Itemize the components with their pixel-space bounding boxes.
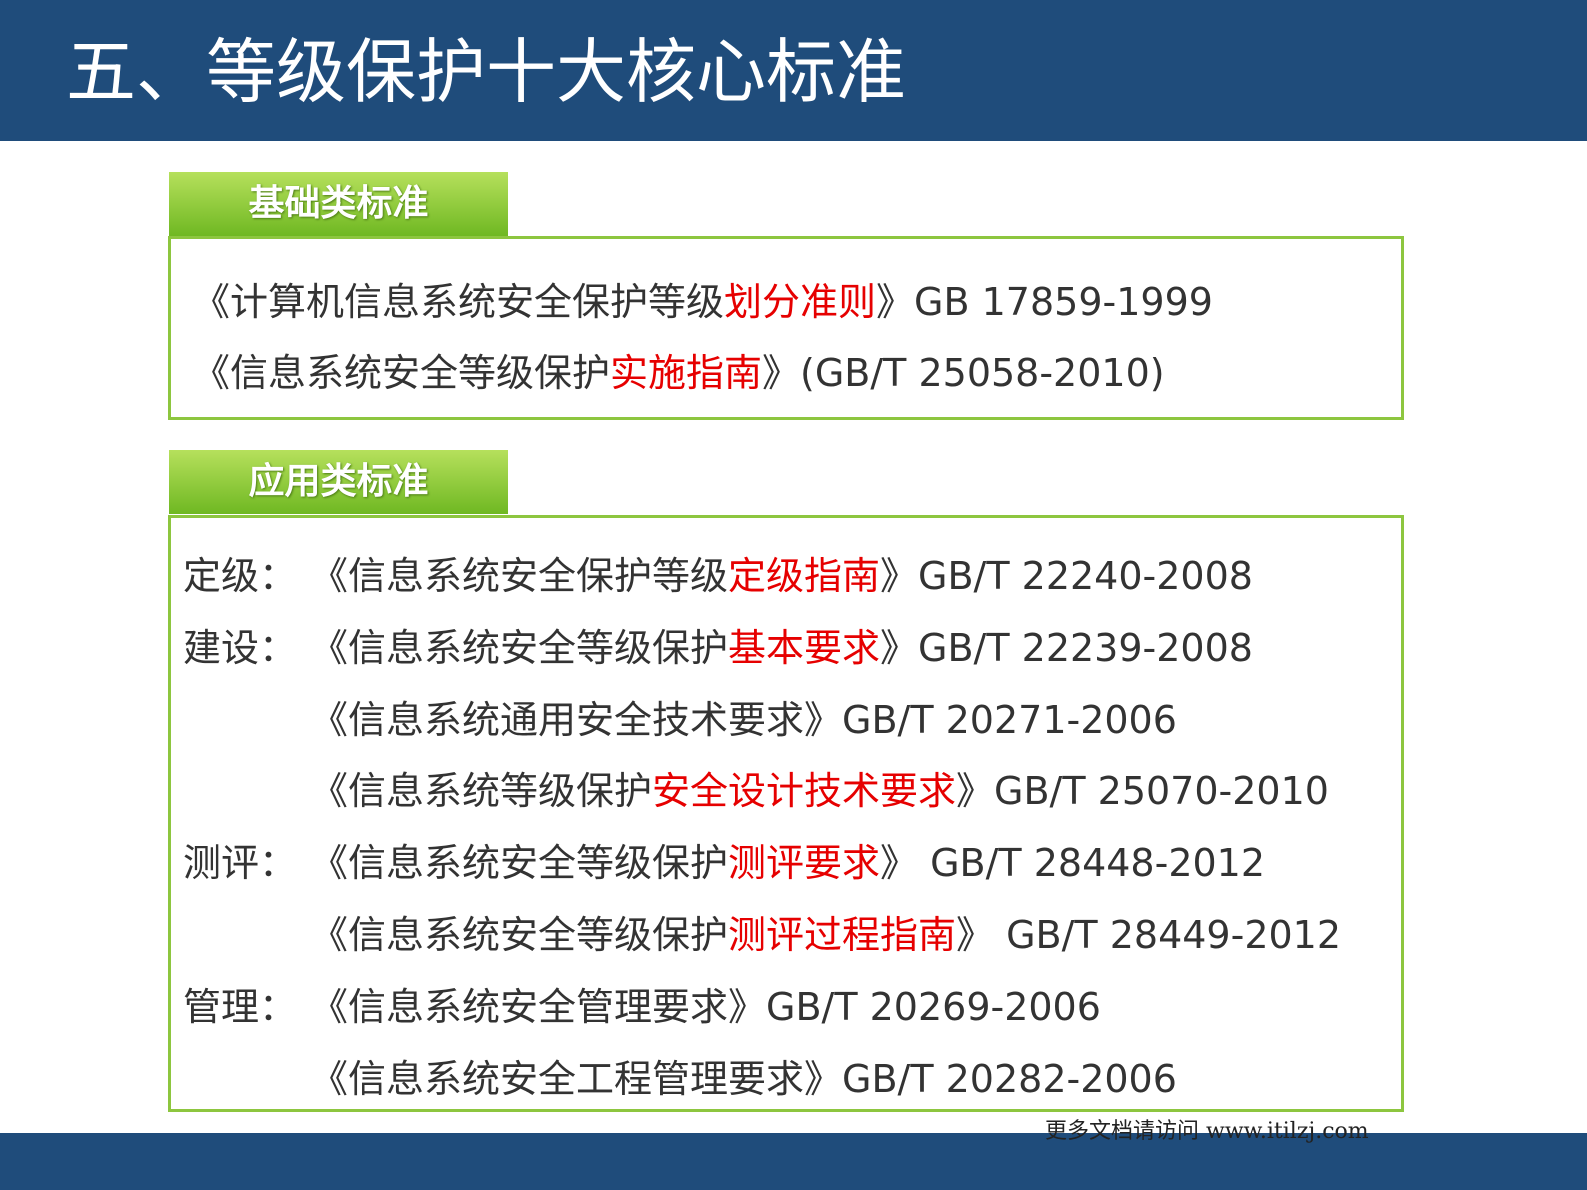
line-segment: 》GB 17859-1999 [876, 280, 1213, 324]
line-segment: 《信息系统安全等级保护 [310, 626, 729, 670]
line-segment: 》 GB/T 28449-2012 [956, 913, 1342, 957]
header-band [0, 0, 1587, 141]
line-segment: 《信息系统等级保护 [310, 769, 653, 813]
line-segment: 》GB/T 22239-2008 [880, 626, 1253, 670]
standard-line: 《计算机信息系统安全保护等级划分准则》GB 17859-1999 [192, 276, 1213, 328]
section-box [168, 515, 1404, 1112]
line-segment: 《信息系统安全等级保护 [310, 913, 729, 957]
footer-text: 更多文档请访问 www.itilzj.com [1045, 1119, 1369, 1144]
line-segment: 》(GB/T 25058-2010) [762, 351, 1165, 395]
line-segment: 《信息系统安全等级保护 [192, 351, 611, 395]
standard-line: 《信息系统安全保护等级定级指南》GB/T 22240-2008 [310, 550, 1253, 602]
line-prefix: 管理： [183, 985, 298, 1029]
line-segment: 《信息系统安全等级保护 [310, 841, 729, 885]
line-segment: 《信息系统安全保护等级 [310, 554, 729, 598]
footer-band [0, 1133, 1587, 1190]
line-prefix: 建设： [183, 626, 298, 670]
line-segment: 划分准则 [724, 280, 877, 324]
standard-line: 《信息系统安全等级保护测评要求》 GB/T 28448-2012 [310, 837, 1265, 889]
standard-line: 《信息系统安全等级保护实施指南》(GB/T 25058-2010) [192, 347, 1165, 399]
line-segment: 《信息系统安全工程管理要求》GB/T 20282-2006 [310, 1057, 1177, 1101]
line-segment: 测评过程指南 [728, 913, 957, 957]
line-prefix: 定级： [183, 554, 298, 598]
line-segment: 《信息系统安全管理要求》GB/T 20269-2006 [310, 985, 1101, 1029]
standard-line: 《信息系统安全管理要求》GB/T 20269-2006 [310, 981, 1101, 1033]
line-segment: 》GB/T 22240-2008 [880, 554, 1253, 598]
line-prefix: 测评： [183, 841, 298, 885]
standard-line: 《信息系统通用安全技术要求》GB/T 20271-2006 [310, 694, 1177, 746]
standard-line: 《信息系统安全工程管理要求》GB/T 20282-2006 [310, 1053, 1177, 1105]
section-tab: 基础类标准 [169, 172, 508, 236]
section-box [168, 236, 1404, 420]
section-tab: 应用类标准 [169, 450, 508, 514]
line-segment: 测评要求 [728, 841, 881, 885]
standard-line: 《信息系统安全等级保护基本要求》GB/T 22239-2008 [310, 622, 1253, 674]
line-segment: 《计算机信息系统安全保护等级 [192, 280, 725, 324]
line-segment: 《信息系统通用安全技术要求》GB/T 20271-2006 [310, 698, 1177, 742]
line-segment: 定级指南 [728, 554, 881, 598]
line-segment: 》GB/T 25070-2010 [956, 769, 1329, 813]
line-segment: 实施指南 [610, 351, 763, 395]
standard-line: 《信息系统安全等级保护测评过程指南》 GB/T 28449-2012 [310, 909, 1341, 961]
standard-line: 《信息系统等级保护安全设计技术要求》GB/T 25070-2010 [310, 765, 1329, 817]
line-segment: 安全设计技术要求 [652, 769, 957, 813]
line-segment: 》 GB/T 28448-2012 [880, 841, 1266, 885]
slide-title: 五、等级保护十大核心标准 [66, 31, 906, 113]
line-segment: 基本要求 [728, 626, 881, 670]
